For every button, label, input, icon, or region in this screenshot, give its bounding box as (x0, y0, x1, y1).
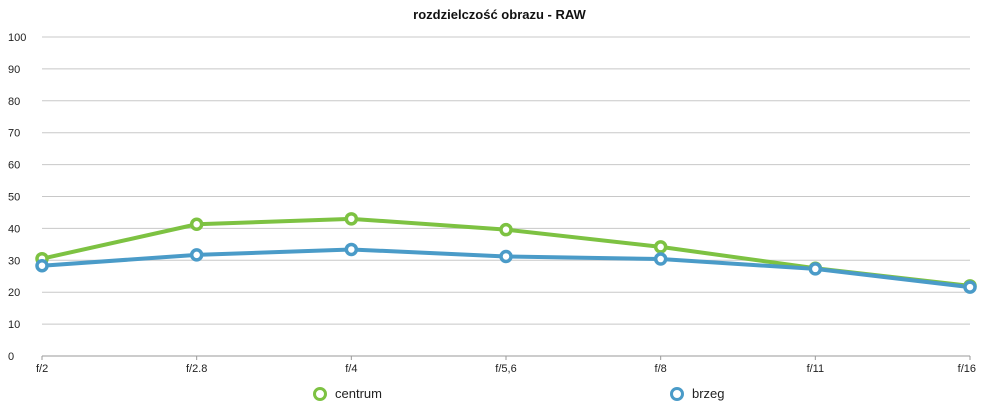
y-tick-label: 90 (8, 64, 20, 76)
data-point-brzeg (189, 248, 204, 262)
data-point-centrum (653, 240, 668, 254)
chart-title: rozdzielczość obrazu - RAW (413, 7, 586, 22)
y-tick-label: 60 (8, 160, 20, 172)
x-tick-label: f/4 (345, 363, 357, 375)
y-tick-label: 20 (8, 287, 20, 299)
data-point-brzeg (344, 242, 359, 257)
x-tick-label: f/16 (958, 363, 976, 375)
legend-label-centrum: centrum (335, 386, 382, 401)
y-tick-label: 0 (8, 351, 14, 363)
y-tick-label: 50 (8, 192, 20, 204)
x-tick-label: f/2 (36, 363, 48, 375)
legend: centrum brzeg (0, 386, 999, 406)
data-point-brzeg (35, 258, 49, 273)
legend-marker-brzeg (670, 386, 684, 401)
data-point-centrum (344, 212, 359, 226)
legend-item-centrum: centrum (313, 386, 382, 401)
legend-marker-centrum (313, 386, 327, 401)
data-point-brzeg (963, 280, 977, 294)
data-point-centrum (189, 217, 204, 232)
y-tick-label: 10 (8, 319, 20, 331)
data-point-centrum (499, 222, 513, 237)
data-point-brzeg (808, 262, 823, 276)
x-tick-label: f/11 (807, 363, 825, 375)
y-tick-label: 100 (8, 32, 26, 44)
y-tick-label: 30 (8, 255, 20, 267)
x-tick-label: f/2.8 (186, 363, 207, 375)
legend-item-brzeg: brzeg (670, 386, 725, 401)
y-tick-label: 40 (8, 223, 20, 235)
y-tick-label: 70 (8, 128, 20, 140)
y-tick-label: 80 (8, 96, 20, 108)
x-tick-label: f/5,6 (495, 363, 516, 375)
legend-label-brzeg: brzeg (692, 386, 725, 401)
x-tick-label: f/8 (655, 363, 667, 375)
data-point-brzeg (499, 249, 513, 264)
data-point-brzeg (653, 252, 668, 266)
